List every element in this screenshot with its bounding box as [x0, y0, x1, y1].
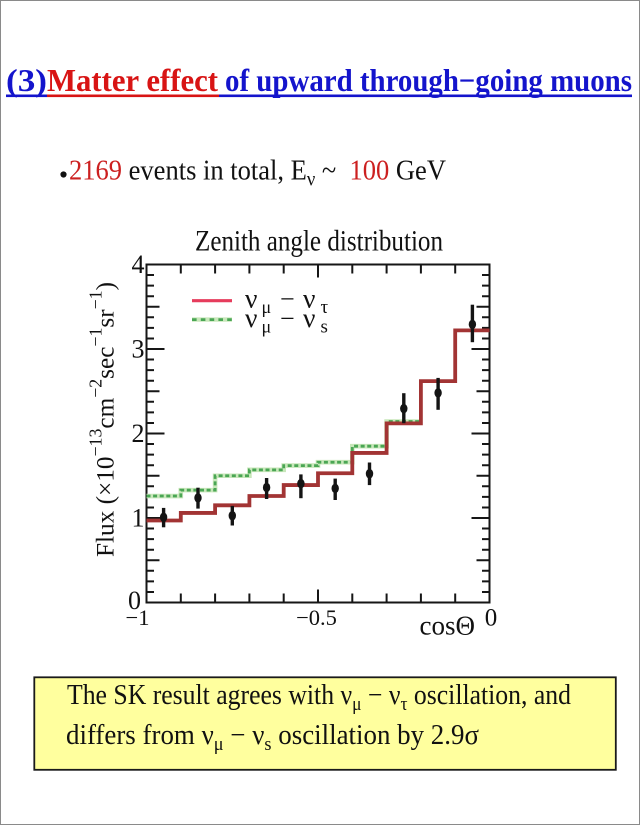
svg-text:4: 4 — [132, 250, 145, 279]
svg-text:2: 2 — [132, 419, 145, 448]
svg-text:3: 3 — [132, 335, 145, 364]
svg-text:2169 events in total, Eν ~ 10: 2169 events in total, Eν ~ 100 GeV — [69, 156, 446, 191]
svg-text:differs from νμ − νs oscillati: differs from νμ − νs oscillation by 2.9σ — [66, 720, 479, 755]
svg-text:cosΘ: cosΘ — [420, 611, 476, 641]
svg-text:Matter effect: Matter effect — [47, 63, 218, 98]
svg-text:−0.5: −0.5 — [296, 605, 337, 630]
svg-text:(3): (3) — [6, 63, 47, 98]
svg-text:1: 1 — [132, 504, 145, 533]
svg-text:−1: −1 — [126, 605, 150, 630]
svg-text:0: 0 — [485, 605, 498, 632]
svg-text:of upward through−going muons: of upward through−going muons — [225, 63, 632, 98]
svg-text:Flux (×10−13cm−2sec−1sr−1): Flux (×10−13cm−2sec−1sr−1) — [86, 282, 120, 557]
svg-text:The SK result agrees with νμ −: The SK result agrees with νμ − ντ oscill… — [67, 680, 571, 715]
svg-text:0: 0 — [128, 586, 141, 615]
svg-text:νμ−νs: ν μ − ν s — [245, 302, 328, 338]
svg-text:Zenith angle distribution: Zenith angle distribution — [195, 225, 443, 258]
